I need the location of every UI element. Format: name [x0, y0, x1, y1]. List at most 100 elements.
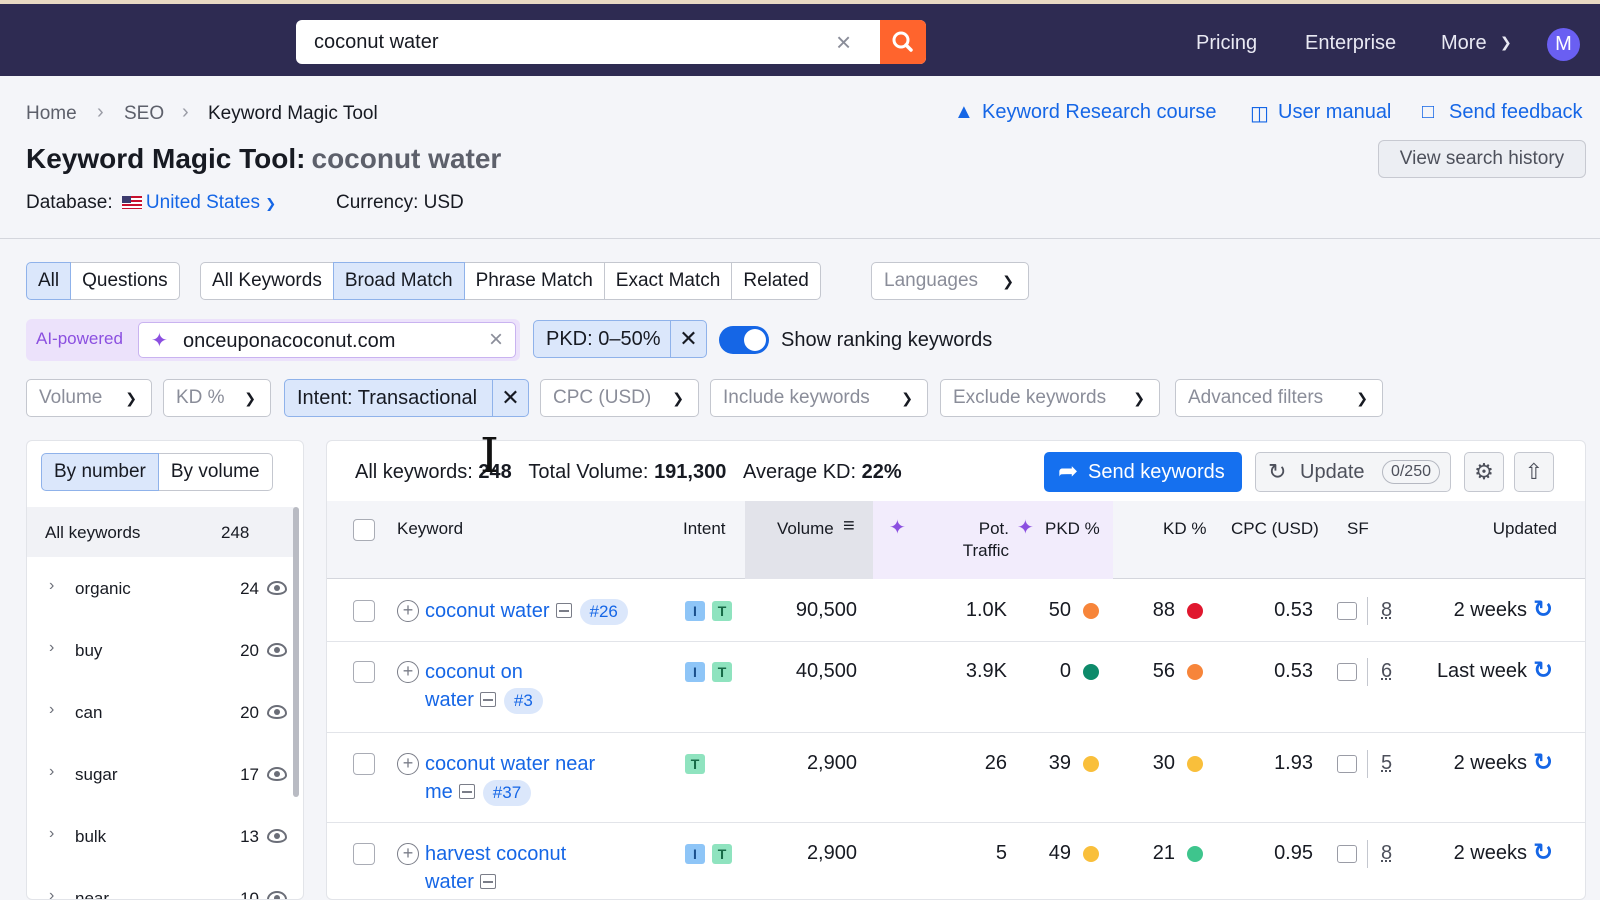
send-feedback-link[interactable]: Send feedback [1449, 101, 1583, 123]
settings-button[interactable]: ⚙ [1464, 452, 1504, 492]
volume-dropdown[interactable]: Volume ❯ [26, 379, 152, 417]
close-icon[interactable]: ✕ [492, 380, 528, 416]
row-checkbox[interactable] [353, 843, 375, 865]
update-button[interactable]: ↻ Update 0/250 [1255, 452, 1451, 492]
eye-icon[interactable] [267, 891, 287, 899]
intent-filter-chip[interactable]: Intent: Transactional ✕ [284, 379, 529, 417]
header-intent[interactable]: Intent [683, 519, 726, 538]
chevron-right-icon[interactable]: › [49, 825, 55, 842]
export-button[interactable]: ⇧ [1514, 452, 1554, 492]
pkd-filter-chip[interactable]: PKD: 0–50% ✕ [533, 320, 707, 358]
add-to-list-icon[interactable]: + [397, 843, 419, 865]
view-search-history-button[interactable]: View search history [1378, 140, 1586, 178]
serp-features-icon[interactable] [1337, 845, 1357, 863]
group-row[interactable]: › organic 24 [27, 563, 295, 623]
header-updated[interactable]: Updated [1492, 519, 1557, 538]
nav-pricing[interactable]: Pricing [1196, 32, 1258, 54]
header-sf[interactable]: SF [1347, 519, 1369, 538]
nav-enterprise[interactable]: Enterprise [1305, 32, 1397, 54]
serp-icon[interactable] [479, 874, 496, 889]
tab-exact-match[interactable]: Exact Match [603, 262, 733, 300]
group-row[interactable]: › can 20 [27, 687, 295, 747]
row-checkbox[interactable] [353, 600, 375, 622]
nav-more[interactable]: More [1441, 32, 1487, 54]
tab-all-keywords[interactable]: All Keywords [200, 262, 334, 300]
keyword-link-line2[interactable]: me [425, 781, 453, 803]
send-keywords-button[interactable]: ➦ Send keywords [1044, 452, 1242, 492]
keyword-link-line1[interactable]: coconut water near [425, 753, 596, 775]
kd-dropdown[interactable]: KD % ❯ [163, 379, 271, 417]
search-button[interactable] [880, 20, 926, 64]
tab-phrase-match[interactable]: Phrase Match [463, 262, 605, 300]
all-keywords-group[interactable]: All keywords 248 [27, 507, 295, 557]
keyword-link-line1[interactable]: coconut on [425, 661, 523, 683]
header-cpc[interactable]: CPC (USD) [1231, 519, 1319, 538]
group-row[interactable]: › buy 20 [27, 625, 295, 685]
eye-icon[interactable] [267, 829, 287, 843]
advanced-filters-dropdown[interactable]: Advanced filters ❯ [1175, 379, 1383, 417]
eye-icon[interactable] [267, 767, 287, 781]
sidebar-scrollbar[interactable] [293, 507, 299, 797]
user-manual-link[interactable]: User manual [1278, 101, 1392, 123]
avatar[interactable]: M [1547, 28, 1580, 61]
keyword-link-line2[interactable]: water [425, 871, 474, 893]
serp-features-icon[interactable] [1337, 663, 1357, 681]
refresh-icon[interactable]: ↻ [1533, 749, 1554, 776]
tab-by-number[interactable]: By number [41, 453, 159, 491]
row-checkbox[interactable] [353, 753, 375, 775]
eye-icon[interactable] [267, 705, 287, 719]
show-ranking-toggle[interactable] [719, 326, 769, 354]
chevron-right-icon[interactable]: › [49, 577, 55, 594]
refresh-icon[interactable]: ↻ [1533, 596, 1554, 623]
header-pot-traffic-line2[interactable]: Traffic [962, 541, 1009, 560]
keyword-link[interactable]: coconut water [425, 600, 550, 622]
serp-icon[interactable] [555, 603, 572, 618]
clear-search-icon[interactable]: × [836, 27, 852, 57]
eye-icon[interactable] [267, 581, 287, 595]
add-to-list-icon[interactable]: + [397, 600, 419, 622]
header-pot-traffic-line1[interactable]: Pot. [978, 519, 1009, 538]
chevron-right-icon[interactable]: › [49, 887, 55, 900]
chevron-right-icon[interactable]: › [49, 763, 55, 780]
serp-features-count[interactable]: 8 [1381, 842, 1393, 864]
tab-related[interactable]: Related [731, 262, 821, 300]
header-pkd[interactable]: PKD % [1045, 519, 1100, 538]
domain-input[interactable]: ✦ onceuponacoconut.com × [138, 322, 516, 358]
serp-features-icon[interactable] [1337, 755, 1357, 773]
eye-icon[interactable] [267, 643, 287, 657]
tab-all[interactable]: All [26, 262, 72, 300]
serp-icon[interactable] [479, 692, 496, 707]
database-value[interactable]: United States [145, 192, 260, 213]
tab-by-volume[interactable]: By volume [157, 453, 273, 491]
refresh-icon[interactable]: ↻ [1533, 657, 1554, 684]
exclude-keywords-dropdown[interactable]: Exclude keywords ❯ [940, 379, 1160, 417]
serp-features-count[interactable]: 6 [1381, 660, 1393, 682]
breadcrumb-seo[interactable]: SEO [124, 103, 165, 124]
tab-broad-match[interactable]: Broad Match [332, 262, 465, 300]
header-kd[interactable]: KD % [1163, 519, 1207, 538]
clear-domain-icon[interactable]: × [488, 326, 503, 353]
breadcrumb-home[interactable]: Home [26, 103, 77, 124]
refresh-icon[interactable]: ↻ [1533, 839, 1554, 866]
serp-icon[interactable] [458, 784, 475, 799]
serp-features-icon[interactable] [1337, 602, 1357, 620]
serp-features-count[interactable]: 8 [1381, 599, 1393, 621]
cpc-dropdown[interactable]: CPC (USD) ❯ [540, 379, 699, 417]
group-row[interactable]: › near 10 [27, 873, 295, 900]
select-all-checkbox[interactable] [353, 519, 375, 541]
close-icon[interactable]: ✕ [670, 321, 706, 357]
chevron-right-icon[interactable]: › [49, 701, 55, 718]
row-checkbox[interactable] [353, 661, 375, 683]
keyword-link-line1[interactable]: harvest coconut [425, 843, 567, 865]
add-to-list-icon[interactable]: + [397, 753, 419, 775]
header-volume[interactable]: Volume [777, 519, 834, 538]
tab-questions[interactable]: Questions [70, 262, 180, 300]
include-keywords-dropdown[interactable]: Include keywords ❯ [710, 379, 928, 417]
header-keyword[interactable]: Keyword [397, 519, 464, 538]
chevron-right-icon[interactable]: › [49, 639, 55, 656]
serp-features-count[interactable]: 5 [1381, 752, 1393, 774]
group-row[interactable]: › bulk 13 [27, 811, 295, 871]
languages-dropdown[interactable]: Languages ❯ [871, 262, 1029, 300]
keyword-link-line2[interactable]: water [425, 689, 474, 711]
group-row[interactable]: › sugar 17 [27, 749, 295, 809]
